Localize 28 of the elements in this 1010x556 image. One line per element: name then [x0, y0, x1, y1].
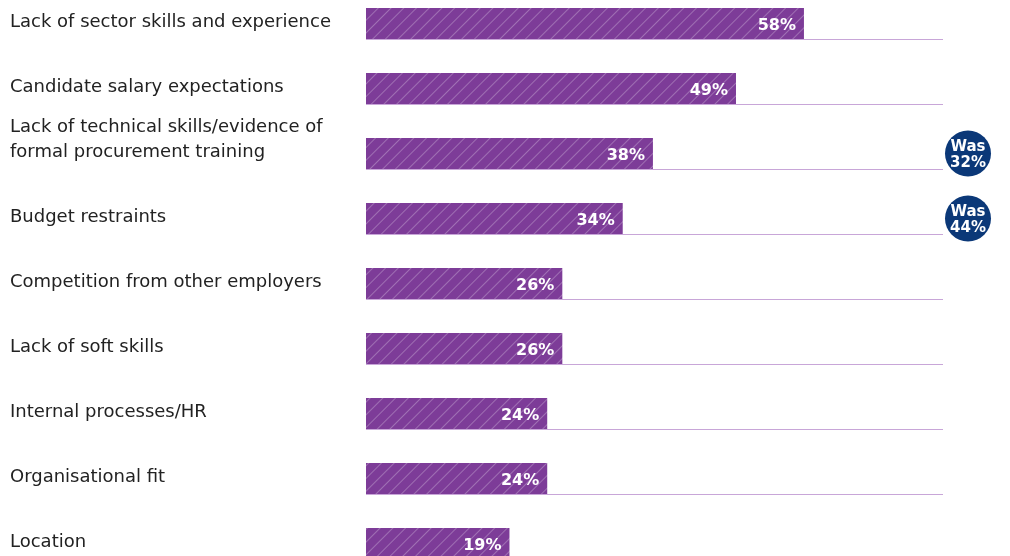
y-tick-label: Location — [10, 529, 87, 551]
y-tick-label: Lack of sector skills and experience — [10, 9, 331, 31]
bar — [366, 268, 563, 300]
y-tick-label: Internal processes/HR — [10, 399, 207, 421]
bar — [366, 463, 548, 495]
bar — [366, 138, 653, 170]
data-label: 34% — [576, 210, 615, 229]
bar — [366, 73, 736, 105]
data-label: 19% — [463, 535, 502, 554]
data-label: 26% — [516, 275, 555, 294]
data-label: 38% — [606, 145, 645, 164]
bar — [366, 8, 804, 40]
data-label: 24% — [500, 405, 540, 424]
circle-badge: Was 44% — [945, 195, 991, 242]
y-tick-label: Lack of technical skills/evidence of formal procurement training — [10, 114, 324, 161]
data-label: 49% — [689, 80, 728, 99]
bar — [366, 333, 563, 365]
bar — [366, 203, 623, 235]
data-label: 58% — [757, 15, 796, 34]
y-tick-label: Competition from other employers — [10, 269, 322, 291]
y-tick-label: Candidate salary expectations — [10, 74, 284, 96]
bar — [366, 398, 548, 430]
data-label: 26% — [516, 340, 555, 359]
y-tick-label: Lack of soft skills — [10, 334, 164, 356]
y-tick-label: Organisational fit — [10, 464, 166, 486]
data-label: 24% — [500, 470, 540, 489]
circle-badge: Was 32% — [945, 130, 991, 177]
y-tick-label: Budget restraints — [10, 204, 167, 226]
